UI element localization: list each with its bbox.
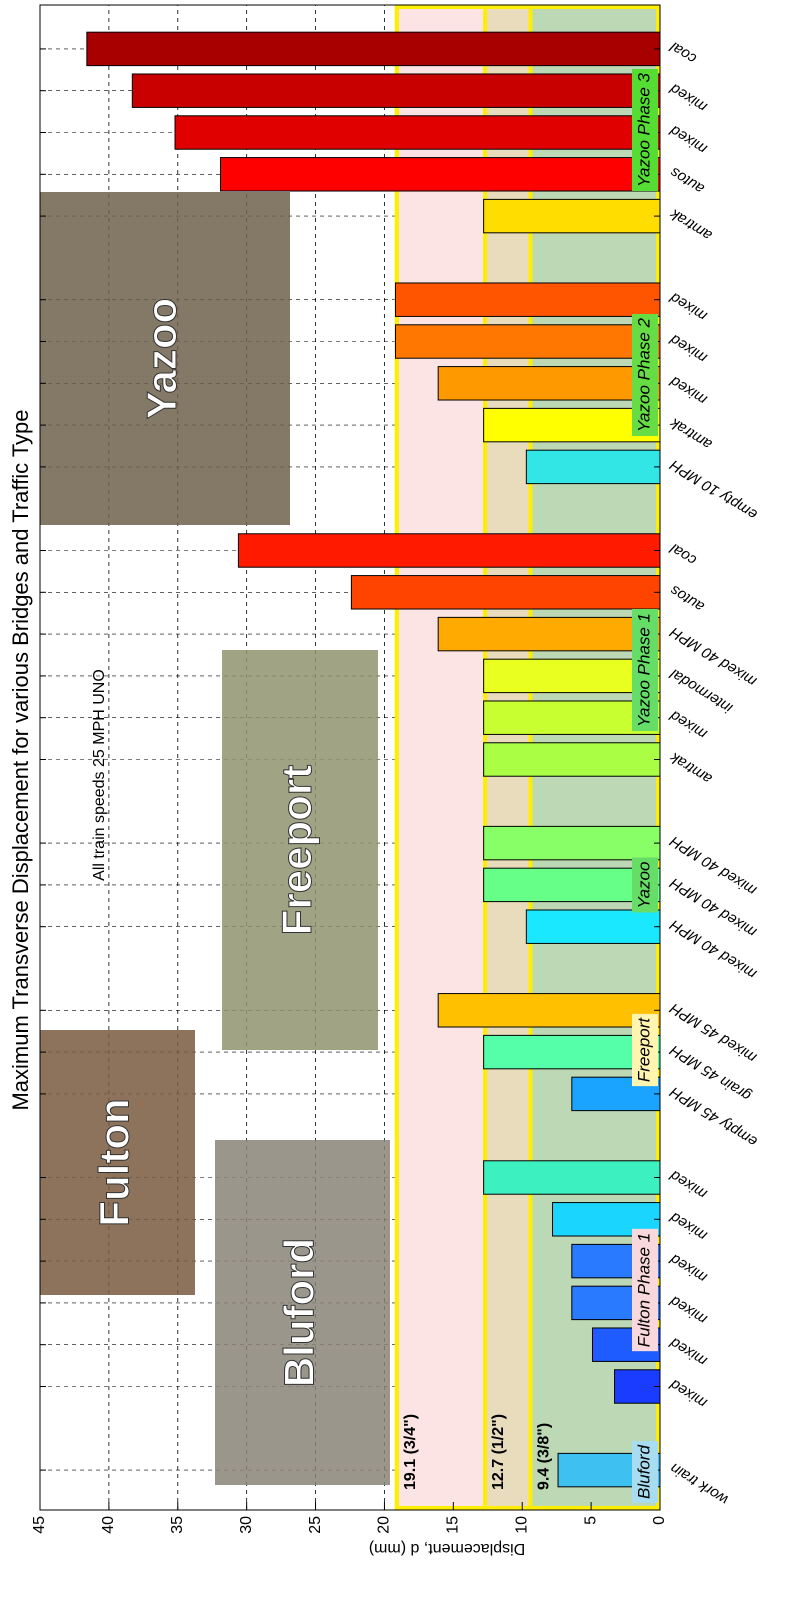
- group-label: Yazoo Phase 1: [634, 613, 653, 727]
- x-tick-label: mixed: [667, 1334, 710, 1370]
- x-tick-label: mixed: [667, 121, 710, 157]
- chart-title: Maximum Transverse Displacement for vari…: [8, 409, 33, 1110]
- threshold-band: [396, 5, 486, 1510]
- x-tick-label: empty 10 MPH: [667, 456, 760, 523]
- photo-label: Bluford: [276, 1238, 323, 1387]
- x-tick-label: coal: [667, 38, 700, 67]
- bar: [614, 1369, 661, 1404]
- x-tick-label: mixed: [667, 1208, 710, 1244]
- y-tick-label: 20: [376, 1516, 393, 1534]
- photo: [40, 192, 290, 525]
- photo-label: Fulton: [91, 1098, 138, 1226]
- x-tick-label: autos: [667, 163, 708, 197]
- x-tick-label: amtrak: [666, 205, 715, 245]
- x-tick-label: mixed: [667, 1292, 710, 1328]
- x-tick-label: mixed: [667, 707, 710, 743]
- bar: [350, 575, 661, 610]
- x-tick-label: autos: [667, 581, 708, 615]
- y-tick-label: 30: [238, 1516, 255, 1534]
- y-tick-label: 15: [445, 1516, 462, 1534]
- bar: [131, 73, 661, 108]
- x-tick-label: mixed: [667, 330, 710, 366]
- annotation: All train speeds 25 MPH UNO: [91, 669, 108, 881]
- photo: [215, 1140, 390, 1485]
- group-label: Freeport: [634, 1017, 653, 1083]
- bar: [525, 449, 661, 485]
- bar: [525, 909, 661, 944]
- bar: [437, 993, 661, 1028]
- x-tick-label: work train: [667, 1459, 731, 1508]
- photo-label: Yazoo: [138, 298, 185, 419]
- bar: [237, 533, 661, 568]
- bar: [174, 115, 661, 150]
- group-label-bg: [632, 68, 658, 192]
- bar: [483, 198, 661, 234]
- threshold-label: 9.4 (3/8"): [536, 1423, 553, 1490]
- group-label-bg: [632, 313, 658, 437]
- bar: [86, 31, 661, 67]
- bar: [483, 1160, 661, 1195]
- group-label: Yazoo: [634, 862, 653, 909]
- y-tick-label: 0: [651, 1516, 668, 1525]
- group-label: Fulton Phase 1: [634, 1233, 653, 1347]
- group-label: Bluford: [634, 1445, 653, 1499]
- bar: [437, 616, 661, 652]
- group-label-bg: [632, 608, 658, 732]
- x-tick-label: amtrak: [666, 414, 715, 454]
- x-tick-label: coal: [667, 539, 700, 568]
- threshold-label: 12.7 (1/2"): [490, 1414, 507, 1490]
- x-tick-label: mixed: [667, 1250, 710, 1286]
- y-tick-label: 35: [169, 1516, 186, 1534]
- group-label-bg: [632, 857, 658, 913]
- threshold-label: 19.1 (3/4"): [402, 1414, 419, 1490]
- x-tick-label: mixed: [667, 289, 710, 325]
- bar: [483, 825, 661, 861]
- photo: [222, 650, 378, 1050]
- axes-frame: [39, 4, 661, 1511]
- y-tick-label: 5: [582, 1516, 599, 1525]
- x-tick-label: mixed: [667, 372, 710, 408]
- bar: [483, 742, 661, 777]
- group-label-bg: [632, 1228, 658, 1352]
- x-tick-label: amtrak: [666, 748, 715, 788]
- x-tick-label: mixed: [667, 1166, 710, 1202]
- y-tick-label: 25: [307, 1516, 324, 1534]
- bar: [219, 157, 661, 192]
- y-tick-label: 45: [31, 1516, 48, 1534]
- group-label-bg: [632, 1013, 658, 1087]
- x-tick-label: mixed: [667, 80, 710, 116]
- bar: [394, 324, 661, 359]
- y-axis-label: Displacement, d (mm): [369, 1540, 525, 1557]
- group-label: Yazoo Phase 3: [634, 72, 653, 187]
- photo: [40, 1030, 195, 1295]
- group-label: Yazoo Phase 2: [634, 317, 653, 432]
- rotated-chart: 19.1 (3/4") 12.7 (1/2") 9.4 (3/8") Bluford F…: [8, 4, 760, 1557]
- bar: [394, 282, 661, 317]
- bar: [437, 366, 661, 401]
- group-label-bg: [632, 1441, 658, 1503]
- x-tick-label: mixed: [667, 1375, 710, 1411]
- photo-label: Freeport: [273, 765, 320, 935]
- y-tick-label: 10: [513, 1516, 530, 1534]
- y-tick-label: 40: [100, 1516, 117, 1534]
